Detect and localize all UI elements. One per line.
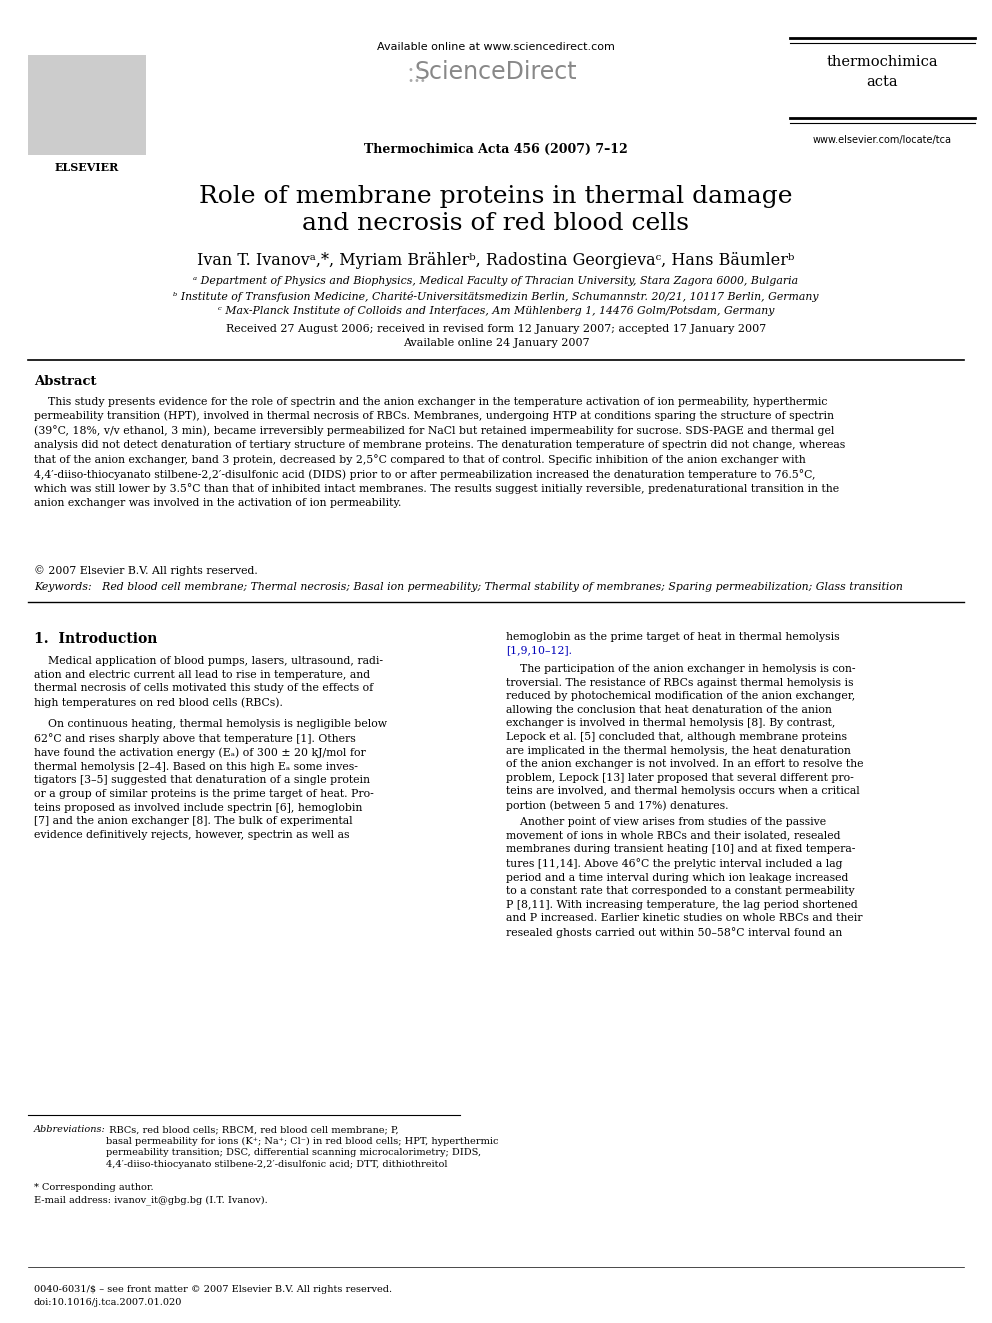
Text: • •
 •••: • • •••	[405, 65, 426, 86]
Text: Medical application of blood pumps, lasers, ultrasound, radi-
ation and electric: Medical application of blood pumps, lase…	[34, 656, 383, 708]
Text: 1.  Introduction: 1. Introduction	[34, 632, 158, 646]
Text: ELSEVIER: ELSEVIER	[55, 161, 119, 173]
Text: ᵇ Institute of Transfusion Medicine, Charité-Universitätsmedizin Berlin, Schuman: ᵇ Institute of Transfusion Medicine, Cha…	[174, 291, 818, 302]
Text: Thermochimica Acta 456 (2007) 7–12: Thermochimica Acta 456 (2007) 7–12	[364, 143, 628, 156]
Text: RBCs, red blood cells; RBCM, red blood cell membrane; P,
basal permeability for : RBCs, red blood cells; RBCM, red blood c…	[106, 1125, 499, 1168]
Text: The participation of the anion exchanger in hemolysis is con-
troversial. The re: The participation of the anion exchanger…	[506, 664, 863, 811]
Text: thermochimica: thermochimica	[826, 56, 937, 69]
Text: On continuous heating, thermal hemolysis is negligible below
62°C and rises shar: On continuous heating, thermal hemolysis…	[34, 718, 387, 840]
Text: hemoglobin as the prime target of heat in thermal hemolysis: hemoglobin as the prime target of heat i…	[506, 632, 839, 642]
Text: doi:10.1016/j.tca.2007.01.020: doi:10.1016/j.tca.2007.01.020	[34, 1298, 183, 1307]
Text: E-mail address: ivanov_it@gbg.bg (I.T. Ivanov).: E-mail address: ivanov_it@gbg.bg (I.T. I…	[34, 1195, 268, 1205]
Text: Abstract: Abstract	[34, 374, 96, 388]
Text: * Corresponding author.: * Corresponding author.	[34, 1183, 154, 1192]
Text: acta: acta	[866, 75, 898, 89]
Text: Keywords:   Red blood cell membrane; Thermal necrosis; Basal ion permeability; T: Keywords: Red blood cell membrane; Therm…	[34, 582, 903, 591]
Text: Abbreviations:: Abbreviations:	[34, 1125, 106, 1134]
Text: © 2007 Elsevier B.V. All rights reserved.: © 2007 Elsevier B.V. All rights reserved…	[34, 565, 258, 576]
Text: Role of membrane proteins in thermal damage: Role of membrane proteins in thermal dam…	[199, 185, 793, 208]
Text: Available online 24 January 2007: Available online 24 January 2007	[403, 337, 589, 348]
Text: This study presents evidence for the role of spectrin and the anion exchanger in: This study presents evidence for the rol…	[34, 397, 845, 508]
Text: and necrosis of red blood cells: and necrosis of red blood cells	[303, 212, 689, 235]
Text: Another point of view arises from studies of the passive
movement of ions in who: Another point of view arises from studie…	[506, 818, 862, 938]
Text: Received 27 August 2006; received in revised form 12 January 2007; accepted 17 J: Received 27 August 2006; received in rev…	[226, 324, 766, 333]
Text: www.elsevier.com/locate/tca: www.elsevier.com/locate/tca	[812, 135, 951, 146]
Text: [1,9,10–12].: [1,9,10–12].	[506, 646, 572, 655]
Text: Available online at www.sciencedirect.com: Available online at www.sciencedirect.co…	[377, 42, 615, 52]
Text: ᶜ Max-Planck Institute of Colloids and Interfaces, Am Mühlenberg 1, 14476 Golm/P: ᶜ Max-Planck Institute of Colloids and I…	[218, 306, 774, 316]
Bar	[0, 0, 992, 169]
Text: 0040-6031/$ – see front matter © 2007 Elsevier B.V. All rights reserved.: 0040-6031/$ – see front matter © 2007 El…	[34, 1285, 392, 1294]
Text: ᵃ Department of Physics and Biophysics, Medical Faculty of Thracian University, : ᵃ Department of Physics and Biophysics, …	[193, 277, 799, 286]
Text: ScienceDirect: ScienceDirect	[415, 60, 577, 83]
Bar	[28, 56, 146, 155]
Text: Ivan T. Ivanovᵃ,*, Myriam Brählerᵇ, Radostina Georgievaᶜ, Hans Bäumlerᵇ: Ivan T. Ivanovᵃ,*, Myriam Brählerᵇ, Rado…	[197, 251, 795, 269]
